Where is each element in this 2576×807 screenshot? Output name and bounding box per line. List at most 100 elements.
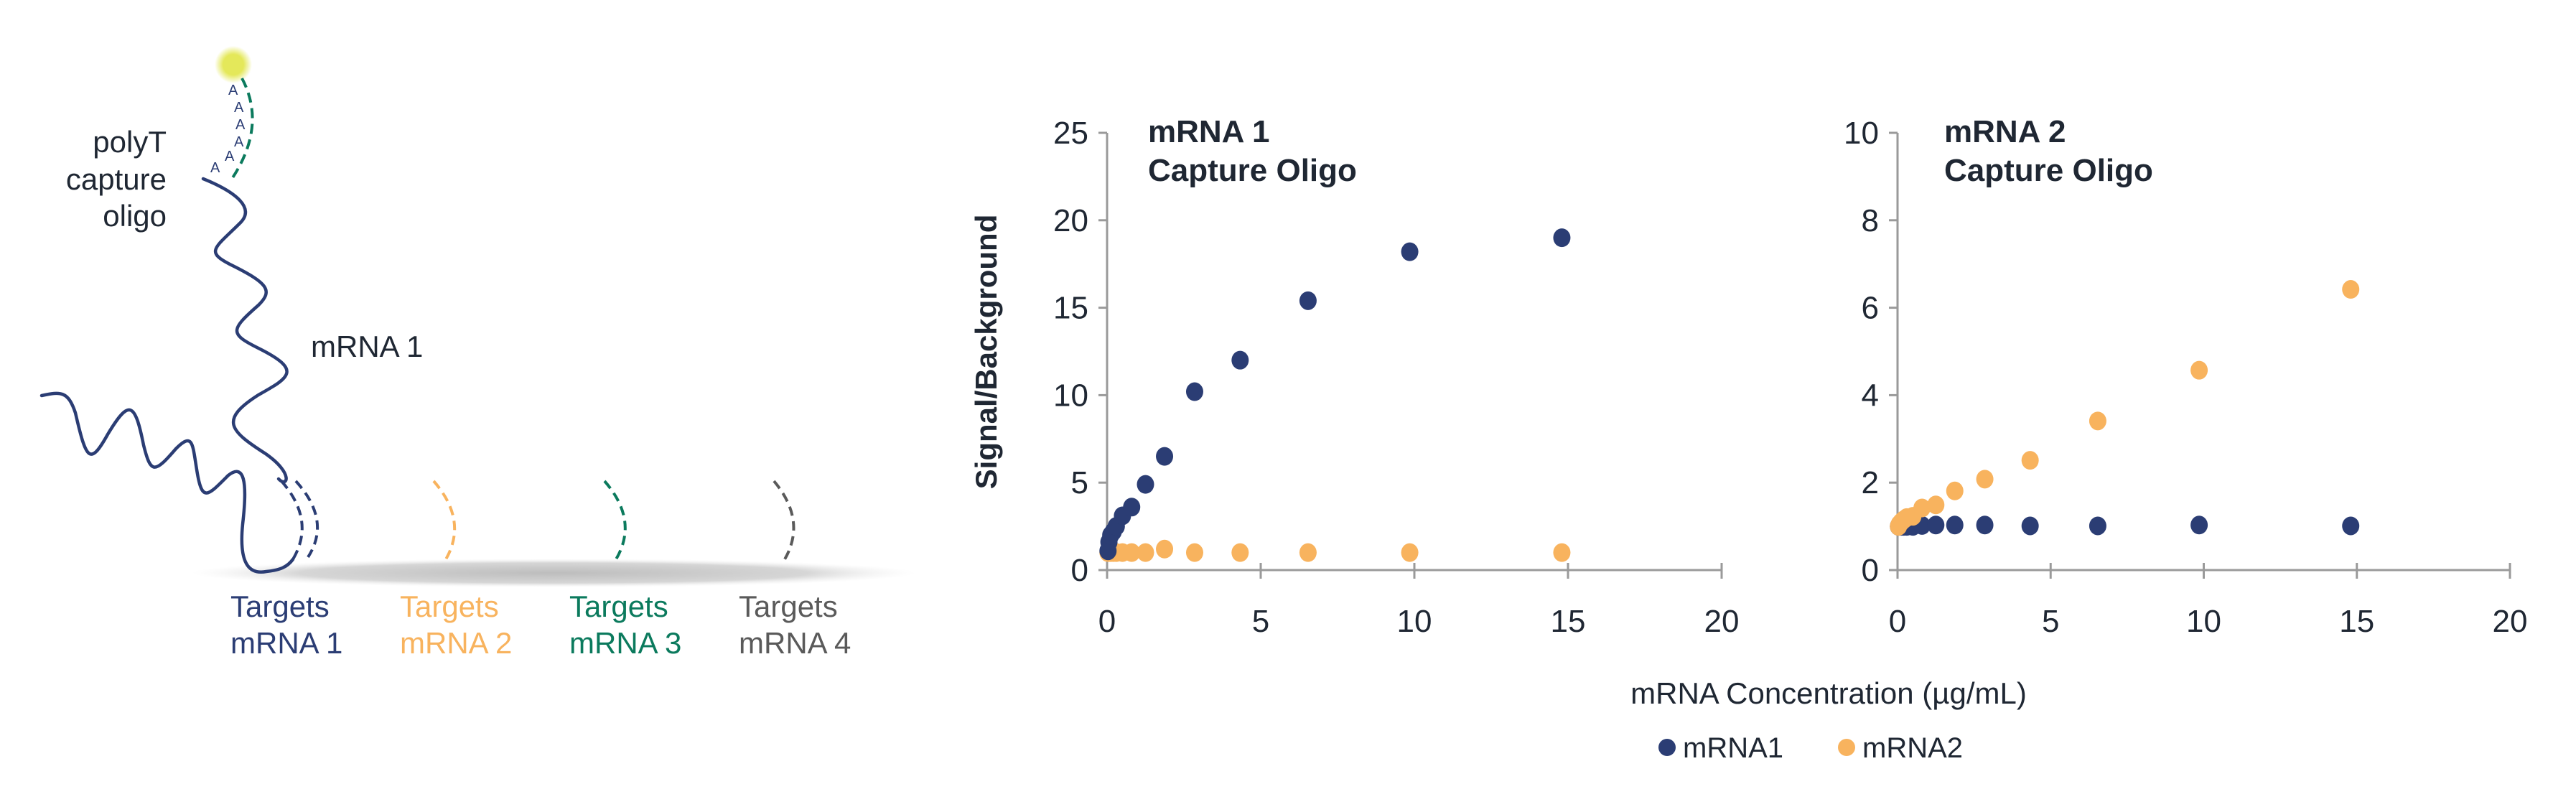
y-tick-label: 15 bbox=[1053, 291, 1088, 326]
data-point-mrna1 bbox=[1401, 242, 1419, 261]
capture-diagram: A A A A A A polyT capture oligo mRNA 1 T… bbox=[39, 46, 916, 660]
capture-label-line: capture bbox=[66, 162, 167, 196]
chart-title-line2: Capture Oligo bbox=[1944, 153, 2153, 188]
data-point-mrna2 bbox=[1401, 543, 1419, 562]
chart-title-line2: Capture Oligo bbox=[1148, 153, 1357, 188]
data-point-mrna2 bbox=[1299, 543, 1317, 562]
y-tick-label: 6 bbox=[1862, 291, 1879, 326]
x-tick-label: 15 bbox=[1551, 604, 1586, 639]
chart-mrna1-capture: mRNA 1 Capture Oligo Signal/Background 0… bbox=[969, 114, 1739, 639]
x-tick-label: 5 bbox=[1252, 604, 1269, 639]
target-label-mrna4: Targets mRNA 4 bbox=[739, 589, 851, 660]
x-tick-label: 0 bbox=[1889, 604, 1906, 639]
data-point-mrna1 bbox=[1123, 498, 1141, 517]
data-point-mrna2 bbox=[1553, 543, 1571, 562]
y-tick-label: 4 bbox=[1862, 378, 1879, 413]
mrna1-strand-tail bbox=[39, 391, 295, 574]
series-mrna1 bbox=[1099, 228, 1571, 561]
x-tick-label: 20 bbox=[1704, 604, 1740, 639]
x-axis-label: mRNA Concentration (µg/mL) bbox=[1630, 676, 2027, 710]
chart-mrna2-capture: mRNA 2 Capture Oligo 0 2 4 6 8 10 0 5 10 15 20 bbox=[1844, 114, 2527, 639]
data-point-mrna2 bbox=[2021, 451, 2039, 470]
data-point-mrna1 bbox=[1156, 447, 1174, 466]
y-tick-label: 0 bbox=[1862, 553, 1879, 588]
data-point-mrna1 bbox=[1553, 228, 1571, 248]
y-tick-label: 25 bbox=[1053, 116, 1088, 151]
chart-title-line1: mRNA 2 bbox=[1944, 114, 2066, 149]
poly-a-letter: A bbox=[210, 160, 220, 176]
data-point-mrna2 bbox=[1946, 481, 1964, 500]
data-point-mrna2 bbox=[1156, 539, 1174, 559]
series-mrna2 bbox=[1099, 539, 1571, 562]
data-point-mrna1 bbox=[1299, 291, 1317, 310]
data-point-mrna2 bbox=[2089, 411, 2106, 431]
legend-label-mrna2: mRNA2 bbox=[1862, 732, 1963, 764]
data-point-mrna1 bbox=[1946, 516, 1964, 535]
legend-item-mrna1: mRNA1 bbox=[1658, 732, 1783, 764]
legend-label-mrna1: mRNA1 bbox=[1683, 732, 1783, 764]
data-point-mrna1 bbox=[2342, 516, 2360, 536]
y-tick-label: 8 bbox=[1862, 203, 1879, 238]
probe-mrna1-b bbox=[294, 480, 319, 559]
target-label-mrna2: Targets mRNA 2 bbox=[400, 589, 512, 660]
poly-a-letter: A bbox=[235, 117, 246, 133]
data-point-mrna2 bbox=[1927, 495, 1945, 515]
x-tick-label: 10 bbox=[1397, 604, 1432, 639]
target-label-mrna3: Targets mRNA 3 bbox=[569, 589, 681, 660]
probe-mrna4 bbox=[773, 480, 795, 560]
x-tick-label: 0 bbox=[1098, 604, 1116, 639]
x-tick-label: 20 bbox=[2493, 604, 2528, 639]
poly-a-letter: A bbox=[234, 134, 244, 150]
y-tick-label: 0 bbox=[1071, 553, 1088, 588]
probe-mrna3 bbox=[603, 480, 627, 561]
data-point-mrna1 bbox=[1185, 382, 1203, 401]
poly-a-letter: A bbox=[228, 83, 238, 98]
data-point-mrna1 bbox=[2089, 516, 2106, 536]
data-point-mrna1 bbox=[2021, 516, 2039, 536]
mrna1-strand bbox=[201, 177, 289, 484]
y-tick-label: 10 bbox=[1844, 116, 1879, 151]
x-tick-label: 5 bbox=[2042, 604, 2059, 639]
legend-marker-mrna1 bbox=[1658, 739, 1676, 756]
y-axis-label: Signal/Background bbox=[969, 215, 1003, 490]
capture-probes bbox=[280, 480, 795, 561]
probe-mrna1-a bbox=[280, 480, 304, 561]
y-tick-label: 2 bbox=[1862, 465, 1879, 500]
data-point-mrna1 bbox=[1976, 516, 1994, 535]
polyt-oligo-dashed bbox=[230, 78, 254, 180]
legend: mRNA1 mRNA2 bbox=[1658, 732, 1963, 764]
x-tick-label: 10 bbox=[2186, 604, 2221, 639]
data-point-mrna2 bbox=[2342, 280, 2360, 299]
capture-label-line: polyT bbox=[93, 125, 167, 159]
capture-label-line: oligo bbox=[103, 199, 167, 233]
data-point-mrna1 bbox=[1137, 475, 1154, 494]
probe-mrna2 bbox=[432, 480, 457, 560]
data-point-mrna2 bbox=[1231, 543, 1249, 562]
y-tick-label: 10 bbox=[1053, 378, 1088, 413]
data-point-mrna1 bbox=[2190, 516, 2208, 535]
data-point-mrna2 bbox=[1913, 498, 1931, 518]
poly-a-letter: A bbox=[225, 149, 235, 164]
data-point-mrna2 bbox=[1123, 543, 1141, 562]
data-point-mrna2 bbox=[2190, 360, 2208, 380]
mrna1-strand-label: mRNA 1 bbox=[311, 330, 423, 363]
legend-marker-mrna2 bbox=[1838, 739, 1855, 756]
legend-item-mrna2: mRNA2 bbox=[1838, 732, 1963, 764]
data-point-mrna1 bbox=[1231, 350, 1249, 370]
surface-shadow bbox=[191, 559, 916, 587]
poly-a-tail: A A A A A A bbox=[210, 83, 246, 176]
chart-title-line1: mRNA 1 bbox=[1148, 114, 1270, 149]
poly-a-letter: A bbox=[234, 100, 244, 116]
series-mrna2 bbox=[1890, 280, 2360, 536]
y-tick-label: 20 bbox=[1053, 203, 1088, 238]
capture-oligo-label: polyT capture oligo bbox=[66, 125, 167, 233]
series-mrna1 bbox=[1890, 516, 2360, 536]
data-point-mrna2 bbox=[1185, 543, 1203, 562]
data-point-mrna2 bbox=[1976, 470, 1994, 489]
data-point-mrna2 bbox=[1137, 543, 1154, 562]
fluorescent-label-glow bbox=[215, 46, 252, 83]
y-tick-label: 5 bbox=[1071, 465, 1088, 500]
target-label-mrna1: Targets mRNA 1 bbox=[230, 589, 342, 660]
x-tick-label: 15 bbox=[2339, 604, 2374, 639]
